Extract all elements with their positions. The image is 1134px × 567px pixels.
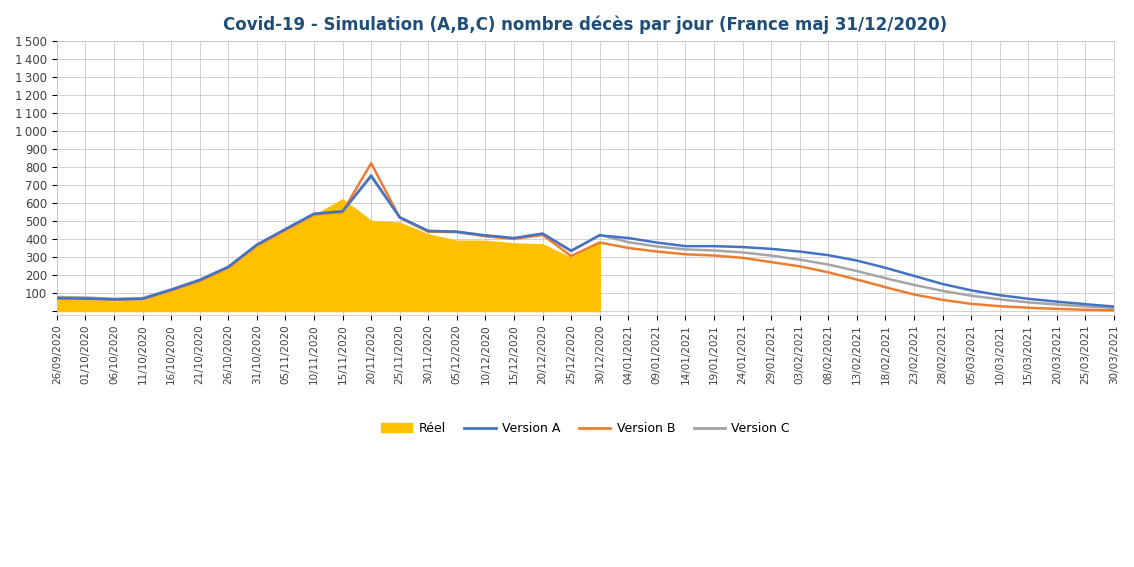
Legend: Réel, Version A, Version B, Version C: Réel, Version A, Version B, Version C (376, 417, 795, 440)
Title: Covid-19 - Simulation (A,B,C) nombre décès par jour (France maj 31/12/2020): Covid-19 - Simulation (A,B,C) nombre déc… (223, 15, 948, 33)
